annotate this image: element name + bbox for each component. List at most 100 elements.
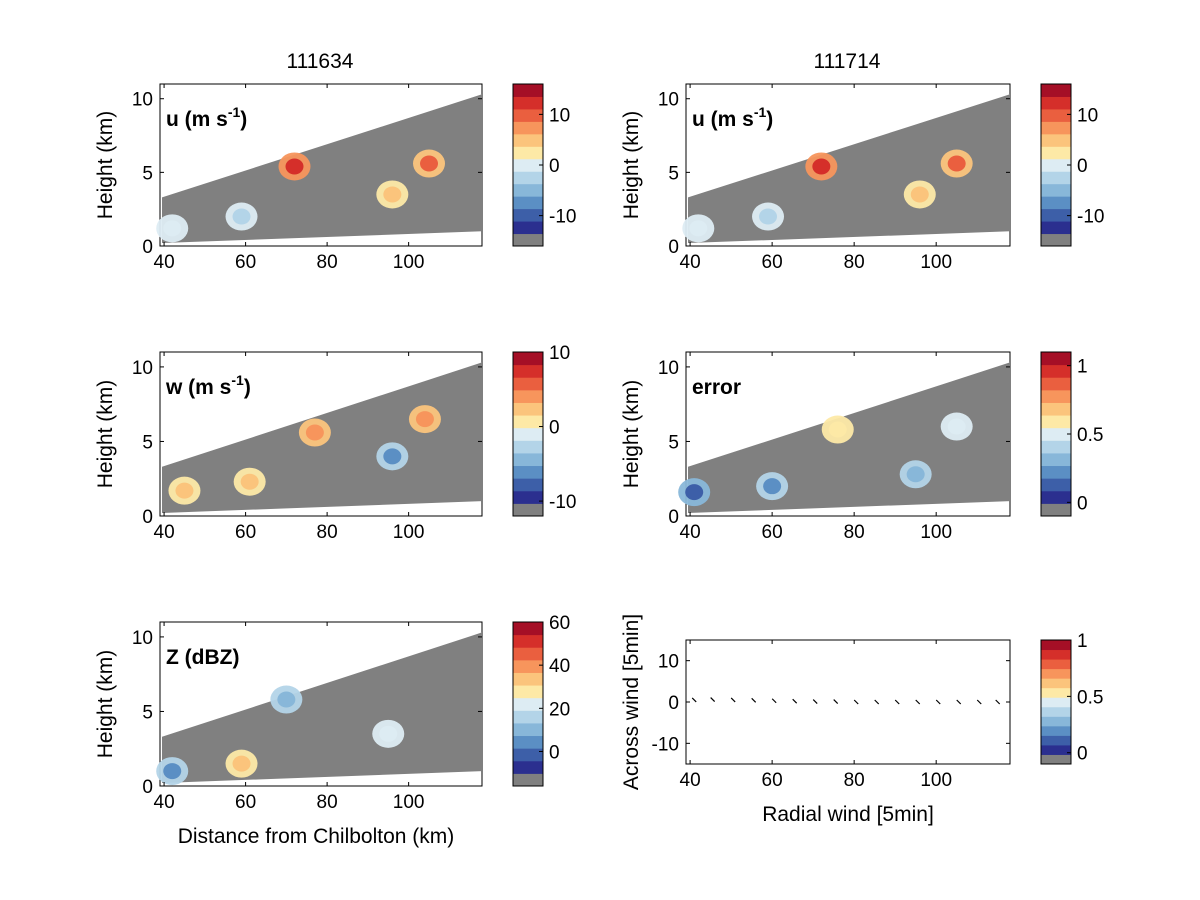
colorbar-bin	[513, 440, 543, 454]
field-blob	[383, 186, 402, 203]
colorbar: 10 0 -10	[1040, 83, 1104, 247]
y-tick-label: 10	[132, 358, 153, 379]
colorbar-bin	[1041, 208, 1071, 222]
wind-vector	[771, 698, 777, 704]
y-tick-label: 5	[142, 702, 153, 723]
colorbar-bin	[513, 183, 543, 197]
x-tick-label: 40	[154, 252, 175, 273]
colorbar-bin	[1041, 640, 1071, 651]
colorbar-bin	[513, 84, 543, 97]
colorbar-frame	[512, 621, 544, 787]
colorbar-bin	[513, 233, 543, 247]
panel-label-superscript: -1	[228, 104, 241, 120]
x-tick-label: 40	[680, 522, 701, 543]
colorbar-bin	[513, 465, 543, 479]
wind-vector	[751, 697, 757, 703]
colorbar-bin	[1041, 108, 1071, 122]
colorbar-bin	[1041, 233, 1071, 247]
field-blob	[163, 763, 182, 780]
colorbar-bin	[1041, 377, 1071, 391]
colorbar-bin	[1041, 415, 1071, 429]
panel-label-superscript: -1	[231, 372, 244, 388]
scan-sector	[162, 632, 482, 784]
colorbar-bin	[513, 735, 543, 749]
field-blob	[763, 478, 782, 495]
colorbar-tick-label: 10	[549, 343, 570, 364]
colorbar-tick-label: 0	[1077, 493, 1088, 514]
panel-label-close: )	[244, 376, 251, 399]
colorbar-bin	[513, 133, 543, 147]
x-tick-label: 80	[844, 522, 865, 543]
y-tick-label: 0	[142, 777, 153, 798]
colorbar-tick-label: 10	[1077, 105, 1098, 126]
y-tick-label: 10	[132, 90, 153, 111]
field-blob	[812, 158, 831, 175]
colorbar-bin	[1041, 465, 1071, 479]
colorbar-bin	[1041, 96, 1071, 110]
panel-label-text: u (m s	[166, 108, 228, 131]
colorbar-bin	[1041, 183, 1071, 197]
colorbar-bin	[513, 96, 543, 110]
colorbar-bin	[1041, 490, 1071, 504]
field-blob	[240, 473, 259, 490]
colorbar-bin	[513, 221, 543, 235]
field-blob	[689, 220, 708, 237]
colorbar-bin	[513, 121, 543, 135]
y-tick-label: 0	[668, 237, 679, 258]
colorbar-tick-label: 10	[549, 105, 570, 126]
x-tick-label: 40	[154, 792, 175, 813]
wind-vector	[730, 697, 736, 703]
x-tick-label: 100	[920, 770, 952, 791]
colorbar-bin	[513, 208, 543, 222]
y-axis-label: Height (km)	[94, 111, 117, 220]
field-blob	[232, 755, 251, 772]
colorbar-bin	[513, 659, 543, 673]
colorbar-bin	[513, 490, 543, 504]
colorbar: 60 40 20 0	[512, 613, 570, 787]
wind-vector	[935, 699, 941, 705]
colorbar-bin	[1041, 754, 1071, 765]
colorbar-bin	[513, 773, 543, 787]
panel-label-close: )	[766, 108, 773, 131]
colorbar-bin	[1041, 668, 1071, 679]
colorbar-bin	[513, 427, 543, 441]
wind-vector	[812, 699, 818, 705]
x-tick-label: 40	[680, 770, 701, 791]
x-tick-label: 100	[393, 252, 425, 273]
colorbar: 10.50	[1040, 631, 1103, 765]
colorbar-bin	[1041, 440, 1071, 454]
colorbar-tick-label: 40	[549, 656, 570, 677]
x-tick-label: 100	[393, 522, 425, 543]
colorbar-bin	[1041, 196, 1071, 210]
panel-label-text: error	[692, 376, 741, 399]
colorbar-bin	[513, 364, 543, 378]
panel-label: w (m s-1)	[165, 372, 251, 399]
colorbar-bin	[513, 171, 543, 185]
colorbar: 10.50	[1040, 351, 1103, 517]
colorbar-bin	[1041, 364, 1071, 378]
colorbar-bin	[513, 697, 543, 711]
colorbar-tick-label: -10	[549, 492, 576, 513]
colorbar-tick-label: 0	[1077, 156, 1088, 177]
colorbar-bin	[1041, 221, 1071, 235]
y-tick-label: 5	[668, 432, 679, 453]
colorbar: 10 0 -10	[512, 343, 576, 517]
colorbar-bin	[1041, 716, 1071, 727]
panel-label-close: )	[240, 108, 247, 131]
colorbar-bin	[513, 146, 543, 160]
wind-vector	[874, 699, 880, 705]
wind-vector	[976, 699, 982, 705]
y-tick-label: -10	[652, 734, 679, 755]
colorbar-bin	[513, 647, 543, 661]
colorbar-bin	[1041, 735, 1071, 746]
colorbar-bin	[513, 402, 543, 416]
colorbar-tick-label: 0.5	[1077, 425, 1103, 446]
field-blob	[415, 411, 434, 428]
panel-label-text: Z (dBZ)	[166, 646, 239, 669]
wind-vector	[792, 698, 798, 704]
x-axis-label-left: Distance from Chilbolton (km)	[178, 825, 455, 848]
colorbar-bin	[513, 158, 543, 172]
